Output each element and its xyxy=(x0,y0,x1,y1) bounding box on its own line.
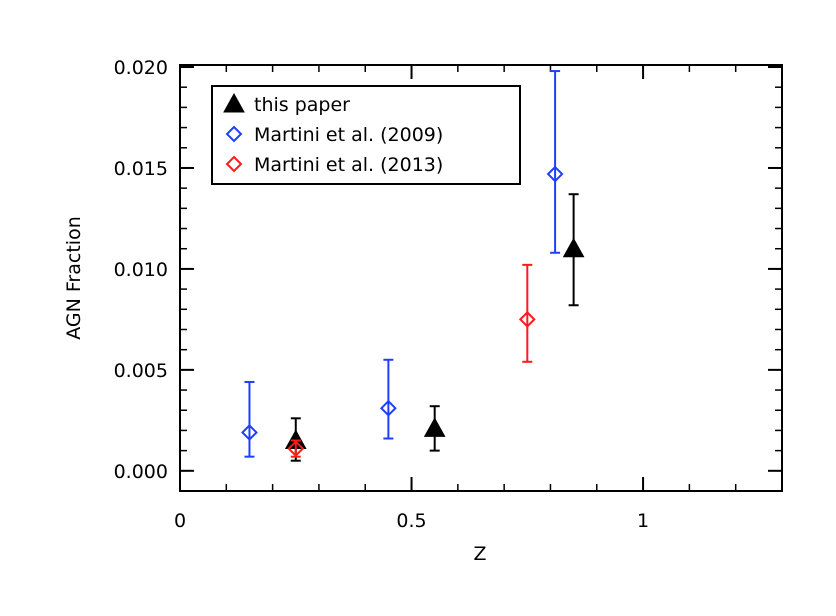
legend-label: this paper xyxy=(254,94,350,116)
legend: this paper Martini et al. (2009) Martini e… xyxy=(211,85,521,185)
y-tick-label: 0.010 xyxy=(114,259,168,281)
y-tick-label: 0.005 xyxy=(114,360,168,382)
data-point-diamond xyxy=(241,424,258,441)
data-point-triangle xyxy=(562,237,585,258)
data-point-diamond xyxy=(518,310,536,328)
y-tick-label: 0.015 xyxy=(114,158,168,180)
plot-frame xyxy=(179,64,783,492)
legend-box xyxy=(211,85,521,185)
y-tick-label: 0.000 xyxy=(114,461,168,483)
x-tick-label: 0.5 xyxy=(396,510,426,532)
x-tick-label: 1 xyxy=(637,510,649,532)
series-group xyxy=(241,70,564,458)
y-axis-title: AGN Fraction xyxy=(63,216,85,339)
legend-marker-diamond xyxy=(225,125,243,143)
data-point-diamond xyxy=(379,399,397,417)
legend-label: Martini et al. (2009) xyxy=(254,124,443,146)
data-marks xyxy=(241,70,585,462)
x-axis-title: Z xyxy=(473,543,486,565)
y-tick-label: 0.020 xyxy=(114,57,168,79)
data-point-triangle xyxy=(423,417,446,437)
series-group xyxy=(287,263,536,458)
axes-ticks: 0.000 0.005 0.010 0.015 0.020 0 0.5 1 xyxy=(114,57,783,532)
legend-label: Martini et al. (2013) xyxy=(254,154,443,176)
x-tick-label: 0 xyxy=(174,510,186,532)
legend-marker-triangle xyxy=(223,92,245,113)
data-point-diamond xyxy=(546,165,564,183)
series-group xyxy=(284,193,585,462)
legend-marker-diamond xyxy=(225,155,243,173)
data-point-diamond xyxy=(287,440,305,458)
